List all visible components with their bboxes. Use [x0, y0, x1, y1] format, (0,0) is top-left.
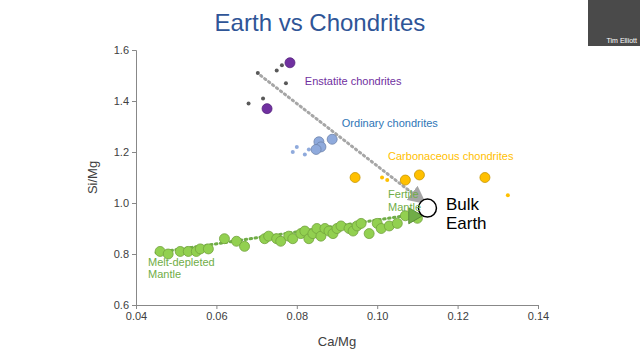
title: Earth vs Chondrites	[215, 9, 426, 36]
axis-line	[132, 51, 137, 306]
tick-mark	[538, 305, 539, 309]
series	[291, 145, 311, 157]
point	[385, 178, 389, 182]
point	[247, 102, 251, 106]
point	[400, 175, 410, 185]
point	[256, 71, 260, 75]
tick-label: 0.06	[206, 310, 227, 322]
tick-mark	[132, 50, 136, 51]
annotation: Ordinary chondrites	[342, 117, 438, 129]
point	[380, 176, 384, 180]
tick-label: 0.08	[287, 310, 308, 322]
annotation: FertileMantle	[388, 188, 421, 213]
tick-label: 1.6	[114, 44, 129, 56]
point	[350, 173, 360, 183]
point	[364, 229, 374, 239]
tick-label: 0.12	[447, 310, 468, 322]
series	[247, 63, 288, 105]
point	[203, 244, 213, 254]
chart: Tim ElliottEarth vs Chondrites0.040.060.…	[0, 0, 640, 360]
x-axis: 0.04 0.06 0.08 0.10 0.12 0.14	[126, 305, 549, 322]
point	[506, 193, 510, 197]
video-frame	[588, 0, 640, 46]
tick-mark	[377, 305, 378, 309]
annotation: Enstatite chondrites	[305, 75, 402, 87]
point	[280, 63, 284, 67]
annotation-text: Carbonaceous chondrites	[388, 150, 514, 162]
tick-mark	[458, 305, 459, 309]
tick-label: 0.10	[367, 310, 388, 322]
tick-mark	[132, 101, 136, 102]
tick: 0.6	[114, 299, 136, 311]
tick: 0.10	[367, 305, 388, 322]
annotation: Melt-depletedMantle	[148, 256, 215, 281]
point	[303, 153, 307, 157]
point	[284, 81, 288, 85]
annotation-text: Ordinary chondrites	[342, 117, 438, 129]
annotation: BulkEarth	[446, 195, 487, 234]
tick-label: 0.6	[114, 299, 129, 311]
trend-arrow	[261, 76, 424, 202]
tick-label: 1.0	[114, 197, 129, 209]
tick: 0.14	[528, 305, 549, 322]
tick: 1.2	[114, 146, 136, 158]
annotation-text: Fertile	[388, 188, 419, 200]
tick: 0.08	[287, 305, 308, 322]
tick-mark	[132, 254, 136, 255]
series	[155, 211, 422, 259]
point	[285, 58, 295, 68]
series	[418, 199, 436, 217]
point	[311, 144, 321, 154]
tick-mark	[132, 305, 136, 306]
point	[240, 241, 250, 251]
tick-mark	[297, 305, 298, 309]
point	[327, 134, 337, 144]
point	[261, 96, 265, 100]
tick: 1.6	[114, 44, 136, 56]
tick: 1.0	[114, 197, 136, 209]
annotation-text: Mantle	[388, 201, 421, 213]
point	[418, 199, 436, 217]
tick: 0.06	[206, 305, 227, 322]
point	[392, 218, 402, 228]
tick-mark	[216, 305, 217, 309]
background	[0, 0, 640, 360]
annotation-text: Earth	[446, 214, 487, 233]
tick-mark	[132, 152, 136, 153]
x-axis-title: Ca/Mg	[318, 334, 356, 349]
series	[311, 134, 337, 154]
y-axis-title: Si/Mg	[85, 161, 100, 194]
point	[262, 104, 272, 114]
point	[275, 68, 279, 72]
tick-label: 0.8	[114, 248, 129, 260]
presenter-name: Tim Elliott	[607, 37, 638, 44]
annotation: Carbonaceous chondrites	[388, 150, 514, 162]
series	[262, 58, 295, 114]
point	[356, 218, 366, 228]
point	[295, 145, 299, 149]
point	[307, 147, 311, 151]
tick-mark	[132, 203, 136, 204]
tick-label: 0.04	[126, 310, 147, 322]
tick: 0.12	[447, 305, 468, 322]
tick-label: 1.4	[114, 95, 129, 107]
tick: 1.4	[114, 95, 136, 107]
point	[219, 234, 229, 244]
point	[291, 150, 295, 154]
annotation-text: Mantle	[148, 268, 181, 280]
point	[480, 173, 490, 183]
annotation-text: Enstatite chondrites	[305, 75, 402, 87]
axis-line	[137, 306, 539, 310]
tick: 0.8	[114, 248, 136, 260]
point	[414, 170, 424, 180]
tick: 0.04	[126, 305, 147, 322]
annotation-text: Melt-depleted	[148, 256, 215, 268]
tick-label: 1.2	[114, 146, 129, 158]
y-axis: 0.6 0.8 1.0 1.2 1.4 1.6	[114, 44, 137, 311]
annotation-text: Bulk	[446, 195, 480, 214]
tick-label: 0.14	[528, 310, 549, 322]
series	[350, 170, 490, 185]
presenter-video: Tim Elliott	[588, 0, 640, 46]
